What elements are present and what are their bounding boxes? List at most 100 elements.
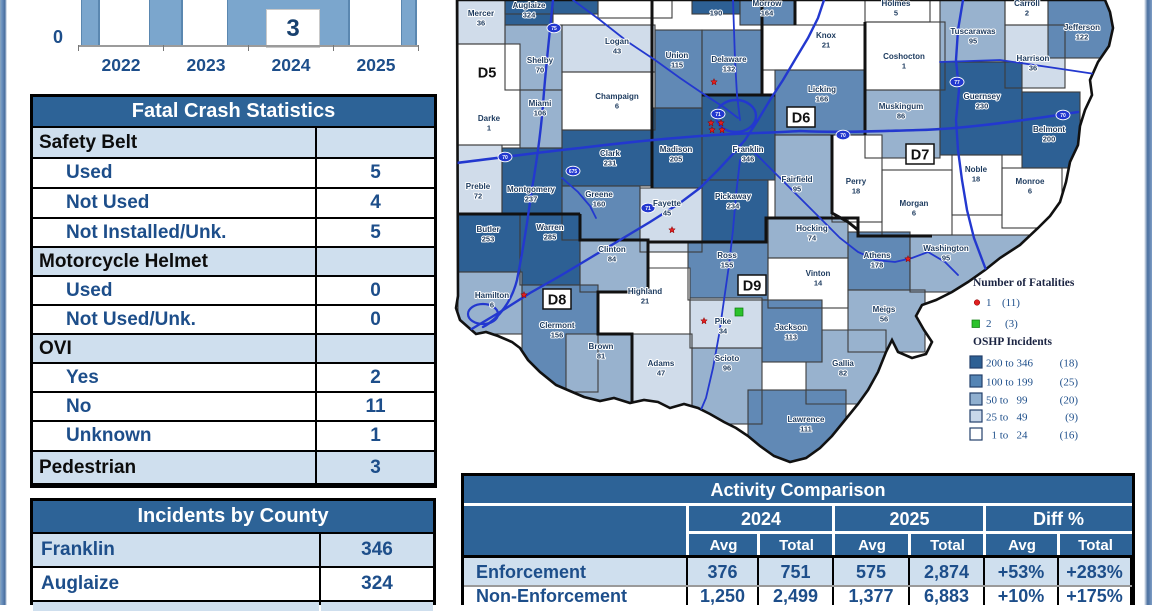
svg-text:231: 231 (604, 159, 617, 168)
svg-text:Meigs: Meigs (873, 305, 896, 314)
svg-text:Washington: Washington (923, 244, 969, 253)
svg-text:Shelby: Shelby (527, 56, 554, 65)
svg-text:Preble: Preble (466, 182, 491, 191)
svg-text:Noble: Noble (965, 165, 988, 174)
svg-text:25 to 49: 25 to 49 (986, 412, 1028, 424)
svg-text:200: 200 (1043, 135, 1056, 144)
svg-text:Monroe: Monroe (1016, 177, 1045, 186)
svg-text:86: 86 (897, 112, 905, 121)
svg-text:Guernsey: Guernsey (964, 92, 1001, 101)
svg-text:47: 47 (657, 369, 665, 378)
svg-text:Mercer: Mercer (468, 9, 494, 18)
svg-text:Knox: Knox (816, 31, 837, 40)
svg-text:190: 190 (710, 9, 723, 18)
svg-text:Tuscarawas: Tuscarawas (950, 27, 996, 36)
svg-text:Fayette: Fayette (653, 199, 682, 208)
svg-text:100 to 199: 100 to 199 (986, 377, 1034, 389)
svg-text:(11): (11) (1002, 297, 1020, 309)
svg-text:Gallia: Gallia (832, 359, 854, 368)
svg-text:Holmes: Holmes (882, 0, 911, 8)
svg-text:160: 160 (593, 200, 606, 209)
svg-text:Morgan: Morgan (900, 199, 929, 208)
svg-text:70: 70 (536, 66, 544, 75)
svg-text:156: 156 (551, 331, 564, 340)
svg-text:Union: Union (666, 51, 689, 60)
svg-text:Harrison: Harrison (1017, 54, 1050, 63)
svg-text:71: 71 (715, 112, 721, 118)
svg-text:122: 122 (1076, 33, 1089, 42)
svg-text:14: 14 (814, 279, 823, 288)
svg-text:Coshocton: Coshocton (883, 52, 925, 61)
svg-text:96: 96 (723, 364, 731, 373)
svg-text:Highland: Highland (628, 287, 662, 296)
svg-text:164: 164 (761, 9, 774, 18)
svg-text:237: 237 (525, 195, 538, 204)
svg-text:6: 6 (615, 102, 619, 111)
svg-text:71: 71 (645, 206, 651, 212)
svg-text:Pickaway: Pickaway (715, 192, 752, 201)
svg-text:Delaware: Delaware (711, 55, 747, 64)
svg-text:346: 346 (742, 155, 755, 164)
svg-text:Clark: Clark (600, 149, 621, 158)
svg-text:285: 285 (544, 233, 557, 242)
svg-text:75: 75 (551, 26, 557, 32)
svg-text:(20): (20) (1060, 395, 1079, 407)
svg-text:234: 234 (727, 202, 740, 211)
svg-text:70: 70 (1060, 113, 1066, 119)
svg-text:81: 81 (597, 352, 605, 361)
svg-text:166: 166 (816, 95, 829, 104)
svg-text:1: 1 (902, 62, 906, 71)
svg-text:Clinton: Clinton (598, 245, 626, 254)
svg-text:Pike: Pike (715, 317, 732, 326)
svg-text:21: 21 (822, 41, 830, 50)
svg-text:Warren: Warren (536, 223, 563, 232)
svg-text:1 to 24: 1 to 24 (986, 430, 1028, 442)
svg-text:Morrow: Morrow (753, 0, 783, 8)
svg-text:Adams: Adams (648, 359, 675, 368)
svg-text:178: 178 (871, 261, 884, 270)
svg-text:Hamilton: Hamilton (475, 291, 509, 300)
svg-text:113: 113 (785, 333, 797, 342)
svg-text:Brown: Brown (589, 342, 614, 351)
svg-text:Franklin: Franklin (732, 145, 763, 154)
svg-text:D6: D6 (792, 111, 811, 127)
svg-text:45: 45 (663, 209, 671, 218)
svg-text:72: 72 (474, 192, 482, 201)
svg-text:1: 1 (986, 297, 992, 309)
svg-text:36: 36 (1029, 64, 1037, 73)
svg-text:Lawrence: Lawrence (788, 415, 825, 424)
svg-text:Scioto: Scioto (715, 354, 740, 363)
svg-text:(16): (16) (1060, 430, 1079, 442)
svg-text:84: 84 (608, 255, 617, 264)
svg-text:95: 95 (793, 185, 801, 194)
svg-text:D9: D9 (743, 279, 762, 295)
svg-text:Darke: Darke (478, 114, 501, 123)
svg-text:70: 70 (840, 133, 846, 139)
svg-text:200 to 346: 200 to 346 (986, 358, 1034, 370)
svg-text:56: 56 (880, 315, 888, 324)
svg-text:Madison: Madison (660, 145, 693, 154)
svg-text:Belmont: Belmont (1033, 125, 1065, 134)
svg-text:70: 70 (502, 155, 508, 161)
svg-text:D5: D5 (478, 66, 497, 82)
svg-text:106: 106 (534, 109, 547, 118)
svg-text:Montgomery: Montgomery (507, 185, 556, 194)
svg-text:D8: D8 (548, 293, 567, 309)
svg-text:2: 2 (986, 318, 992, 330)
svg-text:155: 155 (721, 261, 734, 270)
svg-text:34: 34 (719, 327, 728, 336)
svg-text:50 to 99: 50 to 99 (986, 395, 1028, 407)
svg-text:Athens: Athens (863, 251, 891, 260)
svg-text:Vinton: Vinton (806, 269, 831, 278)
svg-text:253: 253 (482, 235, 495, 244)
svg-text:Champaign: Champaign (595, 92, 639, 101)
svg-text:95: 95 (969, 37, 977, 46)
svg-text:Jackson: Jackson (775, 323, 807, 332)
svg-text:6: 6 (912, 209, 916, 218)
svg-text:36: 36 (477, 19, 485, 28)
svg-text:Licking: Licking (808, 85, 836, 94)
svg-text:111: 111 (800, 425, 812, 434)
svg-text:43: 43 (613, 47, 621, 56)
svg-text:21: 21 (641, 297, 649, 306)
svg-text:132: 132 (723, 65, 736, 74)
